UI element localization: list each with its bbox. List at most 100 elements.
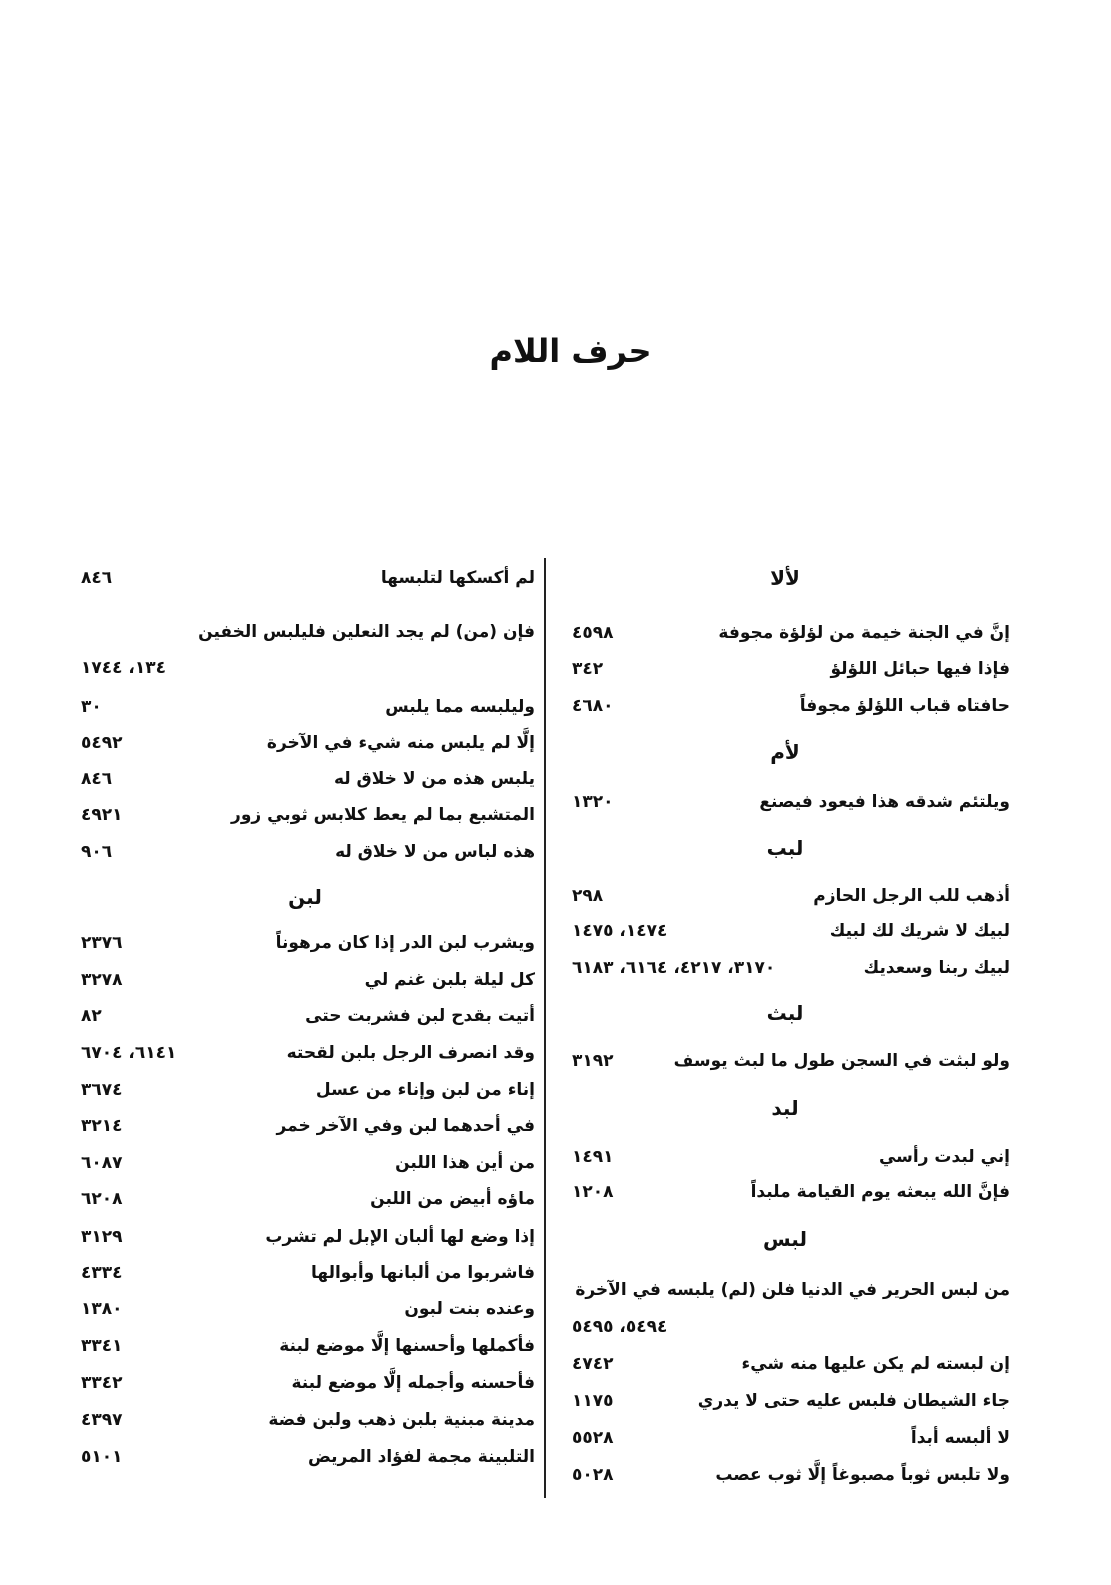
entry-text: إن لبسته لم يكن عليها منه شيء (741, 1354, 1010, 1374)
entry-text: ماؤه أبيض من اللبن (370, 1189, 535, 1209)
index-entry: هذه لباس من لا خلاق له ٩٠٦ (75, 837, 535, 867)
entry-text: إناء من لبن وإناء من عسل (315, 1080, 535, 1100)
hadith-number: ٤٣٣٤ (81, 1263, 123, 1283)
section-heading: لبد (771, 1096, 799, 1120)
index-entry: حافتاه قباب اللؤلؤ مجوفاً ٤٦٨٠ (560, 691, 1010, 721)
index-entry: إذا وضع لها ألبان الإبل لم تشرب ٣١٢٩ (75, 1222, 535, 1252)
entry-text: إلَّا لم يلبس منه شيء في الآخرة (266, 733, 535, 753)
index-entry: ولا تلبس ثوباً مصبوغاً إلَّا ثوب عصب ٥٠٢٨ (560, 1460, 1010, 1490)
hadith-number: ٢٩٨ (572, 886, 604, 906)
entry-text: فإذا فيها حبائل اللؤلؤ (830, 659, 1010, 679)
entry-text: إني لبدت رأسي (878, 1147, 1010, 1167)
entry-text: ولو لبثت في السجن طول ما لبث يوسف (673, 1051, 1010, 1071)
entry-text: أتيت بقدح لبن فشربت حتى (305, 1006, 535, 1026)
entry-text: فإنَّ الله يبعثه يوم القيامة ملبداً (750, 1182, 1010, 1202)
hadith-number: ٣٣٤١ (81, 1336, 123, 1356)
index-entry: فإنَّ الله يبعثه يوم القيامة ملبداً ١٢٠٨ (560, 1177, 1010, 1207)
hadith-number: ٣١٧٠، ٤٢١٧، ٦١٦٤، ٦١٨٣ (572, 958, 776, 978)
index-entry: ماؤه أبيض من اللبن ٦٢٠٨ (75, 1184, 535, 1214)
index-entry: فاشربوا من ألبانها وأبوالها ٤٣٣٤ (75, 1258, 535, 1288)
entry-text: جاء الشيطان فلبس عليه حتى لا يدري (697, 1391, 1010, 1411)
hadith-number: ٩٠٦ (81, 842, 113, 862)
hadith-number: ٤٩٢١ (81, 805, 123, 825)
hadith-number: ٢٣٧٦ (81, 933, 123, 953)
hadith-number: ٣١٢٩ (81, 1227, 123, 1247)
hadith-number: ٣٣٤٢ (81, 1373, 123, 1393)
index-entry: لا ألبسه أبداً ٥٥٢٨ (560, 1423, 1010, 1453)
hadith-number: ٥٤٩٤، ٥٤٩٥ (572, 1317, 668, 1337)
hadith-number: ٥٠٢٨ (572, 1465, 614, 1485)
left-column: لم أكسكها لتلبسها ٨٤٦ فإن (من) لم يجد النع… (75, 0, 535, 1585)
index-entry: في أحدهما لبن وفي الآخر خمر ٣٢١٤ (75, 1111, 535, 1141)
index-entry: إنَّ في الجنة خيمة من لؤلؤة مجوفة ٤٥٩٨ (560, 618, 1010, 648)
index-entry: وعنده بنت لبون ١٣٨٠ (75, 1294, 535, 1324)
index-entry: فإن (من) لم يجد النعلين فليلبس الخفين (75, 617, 535, 647)
hadith-number: ٦١٤١، ٦٧٠٤ (81, 1043, 177, 1063)
section-heading: لبس (763, 1227, 807, 1251)
hadith-number: ٤٥٩٨ (572, 623, 614, 643)
index-entry: فإذا فيها حبائل اللؤلؤ ٣٤٢ (560, 654, 1010, 684)
hadith-number: ٤٧٤٢ (572, 1354, 614, 1374)
index-entry: ١٣٤، ١٧٤٤ (75, 653, 535, 683)
index-entry: مدينة مبنية بلبن ذهب ولبن فضة ٤٣٩٧ (75, 1405, 535, 1435)
index-entry: التلبينة مجمة لفؤاد المريض ٥١٠١ (75, 1442, 535, 1472)
index-entry: فأحسنه وأجمله إلَّا موضع لبنة ٣٣٤٢ (75, 1368, 535, 1398)
index-entry: من أين هذا اللبن ٦٠٨٧ (75, 1148, 535, 1178)
hadith-number: ٣٢٧٨ (81, 970, 123, 990)
entry-text: ويشرب لبن الدر إذا كان مرهوناً (275, 933, 535, 953)
section-heading: لبب (766, 836, 804, 860)
entry-text: التلبينة مجمة لفؤاد المريض (307, 1447, 535, 1467)
entry-text: فأحسنه وأجمله إلَّا موضع لبنة (291, 1373, 535, 1393)
hadith-number: ٥٤٩٢ (81, 733, 123, 753)
index-entry: ويشرب لبن الدر إذا كان مرهوناً ٢٣٧٦ (75, 928, 535, 958)
index-entry: ولو لبثت في السجن طول ما لبث يوسف ٣١٩٢ (560, 1046, 1010, 1076)
index-entry: إني لبدت رأسي ١٤٩١ (560, 1142, 1010, 1172)
hadith-number: ١٢٠٨ (572, 1182, 614, 1202)
hadith-number: ٨٤٦ (81, 769, 113, 789)
section-heading: لبث (766, 1001, 804, 1025)
hadith-number: ٦٢٠٨ (81, 1189, 123, 1209)
entry-text: لا ألبسه أبداً (910, 1428, 1010, 1448)
index-entry: لبيك لا شريك لك لبيك ١٤٧٤، ١٤٧٥ (560, 916, 1010, 946)
entry-text: من أين هذا اللبن (395, 1153, 535, 1173)
entry-text: يلبس هذه من لا خلاق له (333, 769, 535, 789)
entry-text: فأكملها وأحسنها إلَّا موضع لبنة (279, 1336, 535, 1356)
hadith-number: ١٣٨٠ (81, 1299, 123, 1319)
hadith-number: ١١٧٥ (572, 1391, 614, 1411)
index-entry: إلَّا لم يلبس منه شيء في الآخرة ٥٤٩٢ (75, 728, 535, 758)
index-entry: من لبس الحرير في الدنيا فلن (لم) يلبسه ف… (560, 1275, 1010, 1305)
hadith-number: ٨٤٦ (81, 568, 113, 588)
index-entry: لم أكسكها لتلبسها ٨٤٦ (75, 563, 535, 593)
hadith-number: ٣٤٢ (572, 659, 604, 679)
entry-text: فإن (من) لم يجد النعلين فليلبس الخفين (198, 622, 535, 642)
index-entry: أذهب للب الرجل الحازم ٢٩٨ (560, 881, 1010, 911)
entry-text: أذهب للب الرجل الحازم (813, 886, 1010, 906)
index-entry: يلبس هذه من لا خلاق له ٨٤٦ (75, 764, 535, 794)
index-entry: جاء الشيطان فلبس عليه حتى لا يدري ١١٧٥ (560, 1386, 1010, 1416)
index-entry: وليلبسه مما يلبس ٣٠ (75, 692, 535, 722)
entry-text: لبيك ربنا وسعديك (863, 958, 1010, 978)
hadith-number: ٥٥٢٨ (572, 1428, 614, 1448)
hadith-number: ١٤٩١ (572, 1147, 614, 1167)
column-divider (544, 558, 546, 1498)
entry-text: فاشربوا من ألبانها وأبوالها (310, 1263, 535, 1283)
index-entry: إن لبسته لم يكن عليها منه شيء ٤٧٤٢ (560, 1349, 1010, 1379)
index-entry: إناء من لبن وإناء من عسل ٣٦٧٤ (75, 1075, 535, 1105)
entry-text: إذا وضع لها ألبان الإبل لم تشرب (265, 1227, 535, 1247)
index-entry: كل ليلة بلبن غنم لي ٣٢٧٨ (75, 965, 535, 995)
index-entry: لبيك ربنا وسعديك ٣١٧٠، ٤٢١٧، ٦١٦٤، ٦١٨٣ (560, 953, 1010, 983)
index-entry: ويلتئم شدقه هذا فيعود فيصنع ١٣٢٠ (560, 787, 1010, 817)
section-heading: لأم (770, 740, 800, 764)
index-entry: المتشبع بما لم يعط كلابس ثوبي زور ٤٩٢١ (75, 800, 535, 830)
hadith-number: ١٣٢٠ (572, 792, 614, 812)
hadith-number: ٤٦٨٠ (572, 696, 614, 716)
section-heading: لألا (770, 566, 800, 590)
hadith-number: ٥١٠١ (81, 1447, 123, 1467)
hadith-number: ٣٠ (81, 697, 102, 717)
entry-text: وعنده بنت لبون (404, 1299, 535, 1319)
index-entry: ٥٤٩٤، ٥٤٩٥ (560, 1312, 1010, 1342)
entry-text: حافتاه قباب اللؤلؤ مجوفاً (799, 696, 1010, 716)
entry-text: هذه لباس من لا خلاق له (335, 842, 535, 862)
index-entry: فأكملها وأحسنها إلَّا موضع لبنة ٣٣٤١ (75, 1331, 535, 1361)
entry-text: وقد انصرف الرجل بلبن لقحته (286, 1043, 535, 1063)
